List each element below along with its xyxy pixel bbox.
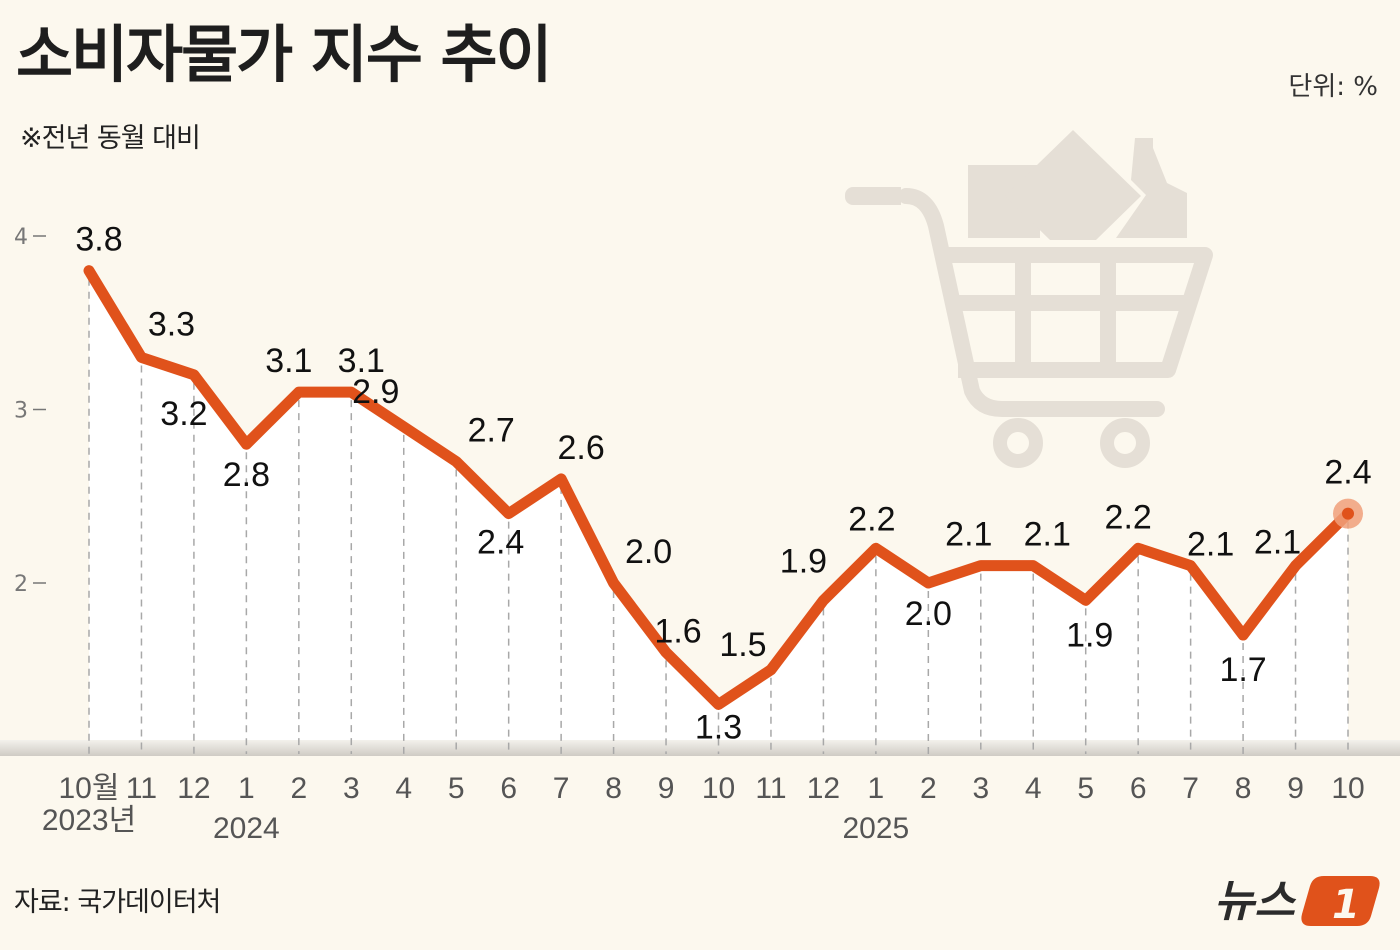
value-label: 1.6 <box>654 612 701 650</box>
logo-mark: 1 <box>1332 882 1360 928</box>
highlight-dot <box>1333 498 1363 529</box>
value-label: 2.2 <box>1105 498 1152 536</box>
x-tick-label: 10월 <box>59 772 120 805</box>
x-tick-label: 12 <box>807 772 840 805</box>
value-label: 2.8 <box>223 456 270 494</box>
year-label: 2023년 <box>42 804 136 837</box>
x-tick-label: 11 <box>126 772 157 805</box>
chart-subtitle: ※전년 동월 대비 <box>20 123 201 154</box>
x-tick-label: 5 <box>1077 772 1094 805</box>
x-tick-label: 8 <box>605 772 622 805</box>
y-tick-label: 4 <box>14 225 28 250</box>
x-tick-label: 9 <box>658 772 675 805</box>
baseline-band <box>0 740 1400 756</box>
value-label: 1.9 <box>780 542 827 580</box>
value-labels: 3.83.33.22.83.1 3.12.92.72.42.62.01.61.31… <box>75 221 1371 747</box>
data-line <box>83 265 1354 710</box>
x-tick-label: 2 <box>290 772 307 805</box>
value-label: 2.1 <box>1254 524 1301 562</box>
y-axis: 2 3 4 <box>14 225 46 597</box>
chart-title: 소비자물가 지수 추이 <box>16 18 553 91</box>
value-label: 3.3 <box>148 305 195 343</box>
x-tick-label: 12 <box>177 772 210 805</box>
value-label: 2.4 <box>477 524 524 562</box>
x-tick-label: 4 <box>395 772 412 805</box>
source-note: 자료: 국가데이터처 <box>14 887 221 918</box>
x-tick-label: 6 <box>1130 772 1147 805</box>
x-tick-label: 4 <box>1025 772 1042 805</box>
x-tick-label: 10 <box>702 772 735 805</box>
year-label: 2025 <box>843 812 910 845</box>
x-tick-label: 7 <box>1182 772 1199 805</box>
x-tick-label: 1 <box>868 772 885 805</box>
unit-label: 단위: % <box>1288 72 1378 102</box>
x-tick-label: 2 <box>920 772 937 805</box>
value-label: 1.5 <box>719 626 766 664</box>
x-tick-label: 11 <box>755 772 786 805</box>
shopping-cart-icon <box>845 130 1213 468</box>
x-tick-label: 8 <box>1235 772 1252 805</box>
value-label: 2.0 <box>625 533 672 571</box>
value-label: 2.2 <box>848 500 895 538</box>
value-label: 3.8 <box>75 221 122 259</box>
value-label: 2.6 <box>557 429 604 467</box>
value-label: 3.1 <box>265 342 312 380</box>
x-tick-label: 3 <box>972 772 989 805</box>
value-label: 2.1 <box>1187 526 1234 564</box>
value-label: 2.1 <box>945 516 992 554</box>
y-tick-label: 2 <box>14 572 28 597</box>
x-tick-label: 7 <box>553 772 570 805</box>
x-tick-label: 3 <box>343 772 360 805</box>
value-label: 3.2 <box>160 395 207 433</box>
value-label: 2.9 <box>352 373 399 411</box>
value-label: 1.3 <box>695 708 742 746</box>
x-tick-label: 5 <box>448 772 465 805</box>
value-label: 2.0 <box>905 595 952 633</box>
x-tick-label: 10 <box>1331 772 1364 805</box>
year-label: 2024 <box>213 812 280 845</box>
vertical-gridlines <box>88 278 1349 754</box>
x-tick-label: 9 <box>1287 772 1304 805</box>
logo-text: 뉴스 <box>1214 876 1296 927</box>
value-label: 1.7 <box>1219 651 1266 689</box>
value-label: 1.9 <box>1066 616 1113 654</box>
news1-logo: 뉴스 1 <box>1214 876 1380 928</box>
value-label: 2.1 <box>1024 516 1071 554</box>
value-label: 3.1 <box>338 342 385 380</box>
x-tick-label: 1 <box>238 772 255 805</box>
value-label: 2.4 <box>1324 454 1371 492</box>
x-tick-label: 6 <box>500 772 517 805</box>
value-label: 2.7 <box>468 412 515 450</box>
y-tick-label: 3 <box>14 399 28 424</box>
